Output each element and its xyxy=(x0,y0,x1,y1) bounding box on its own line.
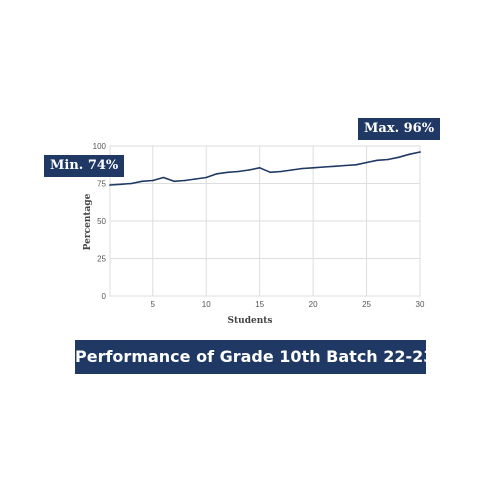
x-axis-ticks: 5 10 15 20 25 30 xyxy=(151,300,425,309)
data-point xyxy=(237,170,240,173)
x-tick-label: 30 xyxy=(416,300,425,309)
data-point xyxy=(141,180,143,183)
data-point xyxy=(269,171,272,174)
data-point xyxy=(408,153,411,156)
data-point xyxy=(419,151,421,153)
data-point xyxy=(344,164,347,167)
data-point xyxy=(312,167,314,169)
y-axis-ticks: 0 25 50 75 100 xyxy=(93,142,107,301)
data-point xyxy=(323,166,325,168)
data-point xyxy=(184,179,186,182)
series-line xyxy=(109,151,421,186)
min-callout: Min. 74% xyxy=(44,155,125,177)
data-point xyxy=(333,165,336,168)
x-tick-label: 5 xyxy=(151,300,156,309)
y-tick-label: 25 xyxy=(97,255,106,264)
series-layer xyxy=(109,151,421,186)
data-point xyxy=(290,169,293,171)
data-point xyxy=(280,170,282,173)
data-point xyxy=(387,158,389,161)
x-tick-label: 25 xyxy=(362,300,371,309)
data-point xyxy=(194,178,197,180)
data-point xyxy=(355,164,357,166)
x-axis-label: Students xyxy=(228,316,273,326)
y-tick-label: 0 xyxy=(102,292,107,301)
data-point xyxy=(365,161,368,164)
data-point xyxy=(152,179,154,182)
grid xyxy=(109,145,421,297)
data-point xyxy=(376,159,379,162)
data-point xyxy=(216,173,218,175)
data-point xyxy=(226,171,229,174)
data-point xyxy=(130,182,133,185)
x-tick-label: 10 xyxy=(202,300,211,309)
data-point xyxy=(205,176,207,179)
data-point xyxy=(162,176,165,179)
data-point xyxy=(248,169,250,171)
y-tick-label: 75 xyxy=(97,180,106,189)
data-point xyxy=(119,183,122,186)
y-tick-label: 50 xyxy=(97,217,106,226)
data-point xyxy=(173,180,175,183)
x-tick-label: 15 xyxy=(255,300,264,309)
data-point xyxy=(301,167,304,170)
data-point xyxy=(258,167,261,169)
max-callout: Max. 96% xyxy=(358,118,441,140)
y-tick-label: 100 xyxy=(93,142,107,151)
x-tick-label: 20 xyxy=(309,300,318,309)
data-point xyxy=(109,184,111,186)
y-axis-label: Percentage xyxy=(83,193,93,250)
data-point xyxy=(397,156,400,159)
chart-title: Performance of Grade 10th Batch 22-23 xyxy=(75,340,434,374)
